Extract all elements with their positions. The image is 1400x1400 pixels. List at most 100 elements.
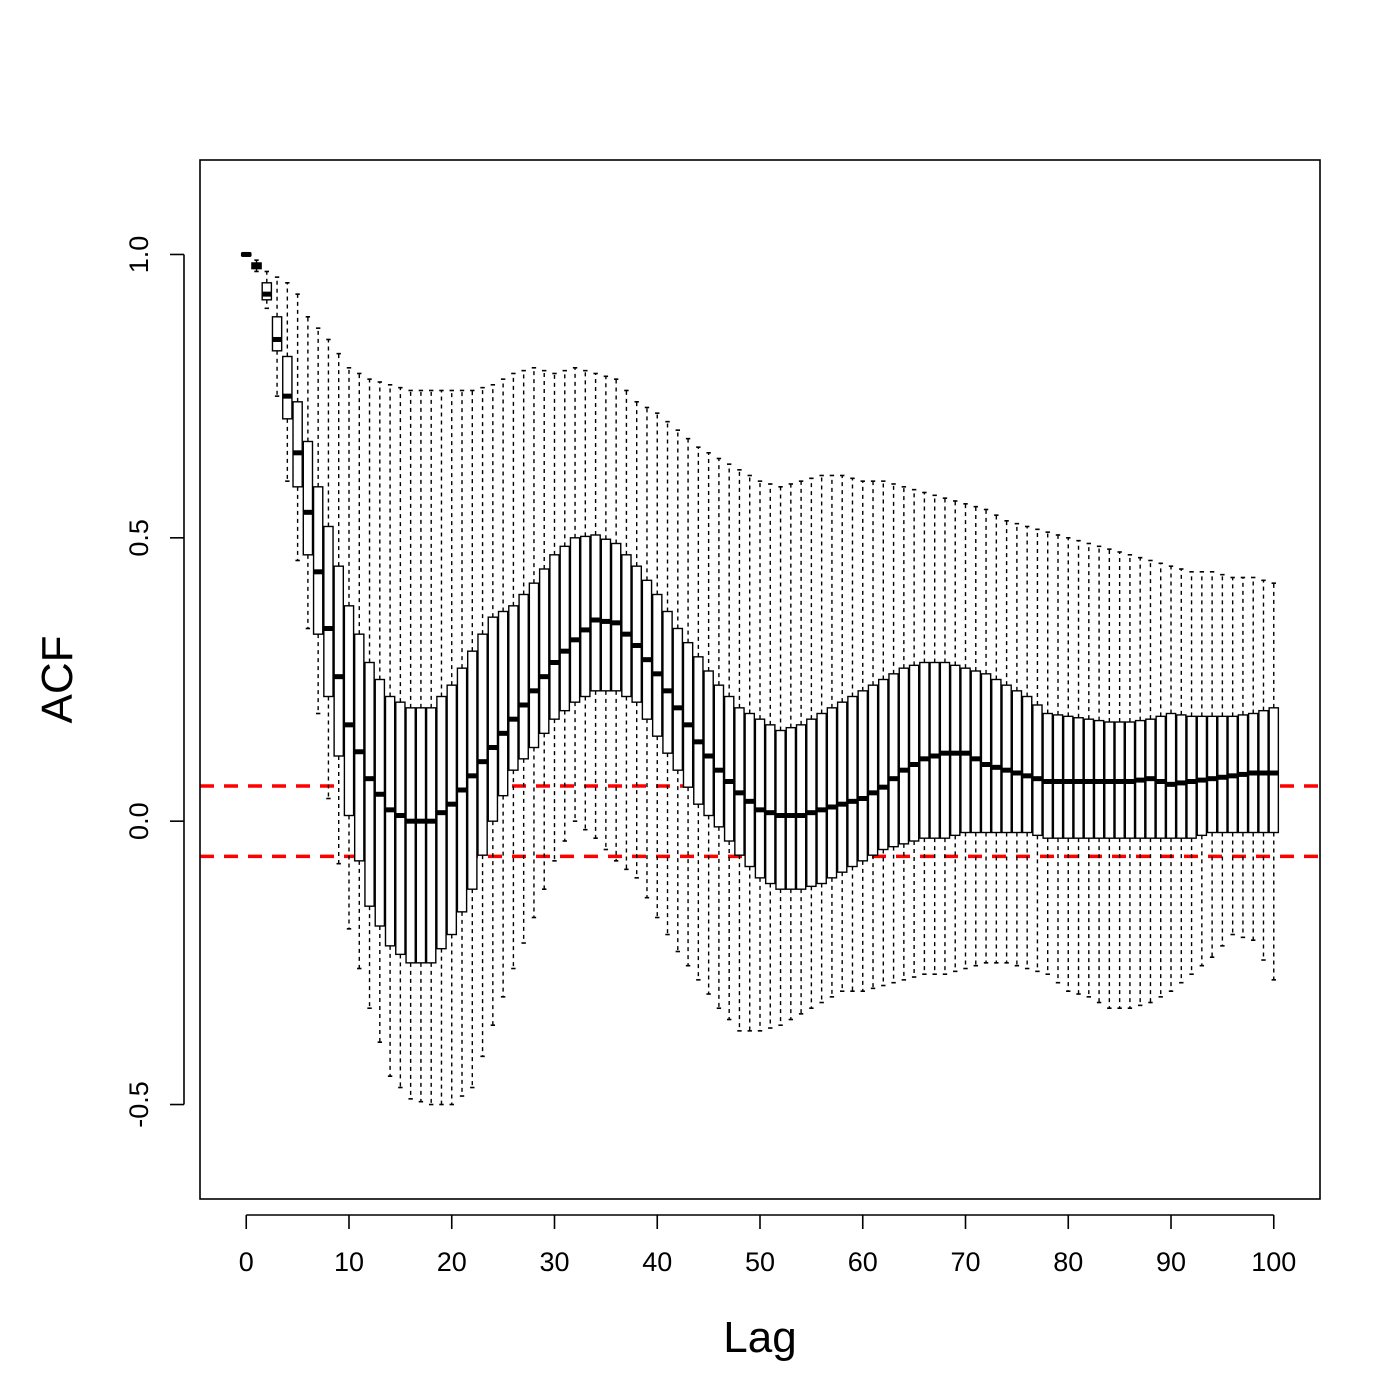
interquartile-box: [980, 673, 992, 834]
interquartile-box: [970, 670, 982, 834]
interquartile-box: [1052, 714, 1064, 839]
acf-box-lag-76: [1021, 525, 1033, 970]
acf-box-lag-9: [333, 352, 345, 865]
interquartile-box: [559, 545, 571, 712]
acf-box-lag-93: [1196, 571, 1208, 967]
acf-box-lag-13: [374, 381, 386, 1043]
interquartile-box: [621, 554, 632, 698]
interquartile-box: [1042, 712, 1054, 839]
acf-box-lag-12: [364, 378, 375, 1009]
interquartile-box: [991, 678, 1002, 834]
acf-box-lag-86: [1124, 554, 1136, 1009]
acf-box-lag-26: [508, 372, 519, 970]
interquartile-box: [723, 695, 735, 842]
acf-box-lag-31: [559, 369, 571, 842]
acf-box-lag-69: [949, 500, 961, 973]
acf-box-lag-36: [610, 378, 622, 862]
acf-box-lag-0: [240, 251, 252, 257]
acf-box-lag-66: [919, 491, 930, 975]
acf-box-lag-6: [302, 316, 314, 630]
interquartile-box: [384, 695, 396, 947]
interquartile-box: [754, 718, 766, 879]
interquartile-box: [600, 538, 612, 692]
axes: 0 10 20 30 40 50 60 70 80 90 100 -0.5 0.0 0.5 1.0: [124, 236, 1296, 1277]
acf-box-lag-4: [282, 282, 293, 482]
acf-box-lag-81: [1073, 539, 1084, 995]
acf-box-lag-5: [292, 293, 303, 562]
acf-box-lag-52: [775, 486, 786, 1026]
x-tick-label-70: 70: [950, 1247, 980, 1277]
interquartile-box: [867, 684, 879, 856]
interquartile-box: [764, 724, 776, 885]
acf-box-lag-25: [497, 378, 509, 998]
acf-box-lag-75: [1011, 522, 1023, 967]
interquartile-box: [919, 661, 930, 839]
acf-box-lag-72: [980, 508, 992, 964]
interquartile-box: [672, 627, 684, 771]
acf-box-lag-92: [1186, 571, 1197, 975]
interquartile-box: [271, 316, 283, 352]
x-tick-label-20: 20: [437, 1247, 467, 1277]
interquartile-box: [1062, 715, 1074, 839]
acf-box-lag-63: [888, 483, 899, 984]
x-tick-label-90: 90: [1156, 1247, 1186, 1277]
acf-box-lag-95: [1217, 573, 1228, 947]
acf-box-lag-21: [456, 389, 468, 1097]
interquartile-box: [1206, 715, 1218, 834]
acf-box-lag-79: [1052, 534, 1064, 984]
acf-box-lag-30: [549, 372, 560, 862]
interquartile-box: [333, 565, 345, 757]
acf-box-lag-64: [898, 486, 910, 981]
interquartile-box: [302, 440, 314, 556]
interquartile-box: [292, 401, 303, 488]
plot-frame: [199, 159, 1321, 1200]
interquartile-box: [929, 661, 940, 839]
interquartile-box: [508, 605, 519, 771]
acf-box-lag-38: [631, 401, 642, 879]
interquartile-box: [641, 579, 653, 720]
x-tick-label-40: 40: [642, 1247, 672, 1277]
x-axis-title: Lag: [723, 1313, 796, 1362]
acf-box-lag-17: [415, 389, 427, 1103]
interquartile-box: [949, 664, 961, 837]
acf-box-lag-90: [1165, 565, 1177, 992]
acf-box-lag-22: [466, 389, 478, 1089]
interquartile-box: [538, 568, 550, 735]
acf-box-lag-57: [826, 474, 838, 998]
acf-box-lag-28: [528, 367, 540, 919]
interquartile-box: [734, 707, 745, 856]
acf-box-lag-91: [1175, 568, 1187, 984]
interquartile-box: [487, 616, 499, 822]
interquartile-box: [888, 673, 899, 848]
interquartile-box: [795, 724, 807, 890]
interquartile-box: [826, 707, 838, 879]
acf-box-lag-15: [395, 386, 406, 1089]
acf-box-lag-74: [1001, 520, 1012, 964]
acf-box-lag-23: [477, 386, 488, 1058]
interquartile-box: [939, 661, 951, 839]
interquartile-box: [1196, 715, 1208, 837]
interquartile-box: [898, 667, 910, 845]
acf-box-lag-3: [271, 276, 283, 397]
interquartile-box: [1268, 707, 1280, 834]
interquartile-box: [682, 641, 694, 788]
interquartile-box: [580, 535, 591, 698]
y-tick-label-2: 0.5: [124, 519, 154, 557]
interquartile-box: [436, 695, 447, 950]
interquartile-box: [806, 718, 817, 888]
interquartile-box: [713, 684, 725, 828]
acf-box-lag-70: [960, 503, 971, 970]
acf-box-lag-8: [323, 338, 334, 800]
interquartile-box: [631, 565, 642, 703]
interquartile-box: [353, 633, 365, 862]
interquartile-box: [323, 525, 334, 698]
acf-box-lag-24: [487, 384, 499, 1026]
acf-box-lag-44: [693, 446, 704, 981]
interquartile-box: [1165, 712, 1177, 839]
interquartile-box: [836, 701, 848, 873]
acf-box-lag-83: [1093, 545, 1105, 1004]
acf-box-lag-96: [1227, 576, 1238, 936]
interquartile-box: [312, 486, 324, 635]
acf-box-lag-61: [867, 480, 879, 990]
acf-box-lag-7: [312, 327, 324, 715]
